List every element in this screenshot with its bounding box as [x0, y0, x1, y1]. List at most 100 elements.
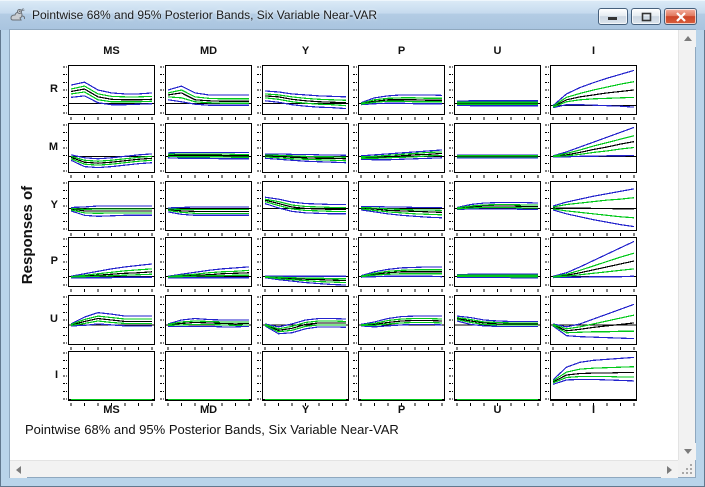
- scroll-down-button[interactable]: [679, 443, 696, 460]
- series-p68_hi: [264, 154, 347, 158]
- series-p95_hi: [552, 303, 635, 328]
- series-p68_lo: [456, 318, 538, 326]
- horizontal-scrollbar[interactable]: [10, 460, 678, 478]
- close-button[interactable]: [664, 8, 697, 25]
- irf-cell-U-I: [545, 295, 637, 350]
- series-p68_hi: [264, 276, 346, 280]
- series-p95_hi: [167, 85, 249, 96]
- series-p95_hi: [167, 206, 249, 209]
- close-icon: [675, 11, 686, 22]
- series-median: [264, 322, 346, 331]
- series-p95_lo: [264, 277, 347, 286]
- series-p68_lo: [552, 146, 635, 158]
- scroll-up-icon: [683, 36, 692, 41]
- series-p95_lo: [70, 95, 153, 106]
- series-p68_lo: [264, 324, 346, 333]
- series-p68_hi: [360, 206, 443, 212]
- series-p68_hi: [70, 155, 153, 162]
- scroll-left-icon: [16, 465, 21, 474]
- irf-cell-U-P: [353, 295, 445, 350]
- series-median: [70, 156, 153, 164]
- series-p95_hi: [361, 205, 442, 209]
- irf-cell-Y-Y: [257, 181, 349, 236]
- row-label-R: R: [50, 83, 58, 95]
- series-p68_lo: [70, 158, 153, 166]
- irf-cell-I-I: [545, 351, 637, 406]
- irf-cell-I-MS: [63, 351, 155, 406]
- series-p95_hi: [265, 153, 347, 156]
- window-client-area: Responses of MS MS MD MD Y Y P P U U I I R M Y P U I Poin…: [10, 30, 696, 478]
- scroll-right-button[interactable]: [661, 461, 678, 478]
- series-p95_lo: [552, 378, 635, 385]
- series-median: [264, 199, 346, 211]
- series-p95_lo: [552, 275, 635, 279]
- series-median: [456, 317, 538, 325]
- series-p95_hi: [552, 356, 635, 381]
- series-p95_lo: [360, 157, 443, 161]
- row-label-U: U: [50, 313, 58, 325]
- irf-cell-I-U: [449, 351, 541, 406]
- series-p95_lo: [552, 104, 635, 109]
- series-median: [360, 207, 443, 213]
- series-p68_lo: [167, 323, 250, 326]
- irf-cell-M-I: [545, 123, 637, 178]
- irf-cell-P-P: [353, 237, 445, 292]
- resize-grip[interactable]: [678, 460, 695, 477]
- irf-cell-R-MD: [160, 65, 252, 120]
- column-footer-MS: MS: [103, 404, 120, 416]
- irf-cell-Y-MS: [63, 181, 155, 236]
- series-median: [360, 99, 442, 105]
- series-p95_lo: [360, 209, 443, 219]
- series-p68_lo: [167, 209, 249, 214]
- irf-cell-U-Y: [257, 295, 349, 350]
- series-p95_lo: [264, 157, 347, 164]
- series-p95_hi: [456, 201, 539, 209]
- series-p95_lo: [360, 323, 443, 328]
- series-median: [552, 141, 635, 157]
- title-bar[interactable]: Pointwise 68% and 95% Posterior Bands, S…: [0, 0, 705, 30]
- series-p68_lo: [264, 97, 347, 107]
- series-median: [552, 260, 635, 278]
- series-p95_lo: [70, 159, 153, 169]
- series-p68_hi: [360, 317, 443, 326]
- series-p95_hi: [70, 205, 152, 209]
- irf-cell-M-MS: [63, 123, 155, 178]
- series-p68_hi: [552, 81, 635, 107]
- series-p68_hi: [264, 198, 346, 209]
- series-p95_hi: [456, 315, 538, 323]
- scroll-up-button[interactable]: [679, 30, 696, 47]
- series-p68_lo: [167, 274, 249, 278]
- irf-cell-Y-MD: [160, 181, 252, 236]
- series-median: [167, 208, 249, 212]
- series-p95_hi: [70, 263, 153, 277]
- series-p68_hi: [167, 320, 249, 326]
- maximize-button[interactable]: [631, 8, 661, 25]
- series-p95_lo: [552, 325, 635, 340]
- series-p68_lo: [361, 321, 443, 326]
- vertical-scrollbar[interactable]: [678, 30, 696, 460]
- rats-app-icon: [10, 7, 26, 20]
- series-p68_lo: [360, 100, 442, 105]
- series-p68_lo: [70, 273, 153, 278]
- irf-cell-M-MD: [160, 123, 252, 178]
- series-p95_hi: [264, 90, 347, 98]
- series-median: [70, 88, 153, 101]
- scroll-left-button[interactable]: [10, 461, 27, 478]
- irf-cell-Y-I: [545, 181, 637, 236]
- irf-cell-P-MS: [63, 237, 155, 292]
- minimize-button[interactable]: [598, 8, 628, 25]
- series-median: [167, 321, 250, 326]
- irf-cell-U-MD: [160, 295, 252, 350]
- series-p68_hi: [552, 197, 635, 208]
- series-median: [70, 208, 152, 212]
- minimize-icon: [608, 17, 617, 20]
- series-p95_lo: [264, 202, 346, 215]
- irf-cell-M-P: [353, 123, 445, 178]
- series-p95_hi: [167, 266, 250, 277]
- scroll-right-icon: [667, 465, 672, 474]
- irf-cell-P-U: [449, 237, 541, 292]
- irf-cell-Y-P: [353, 181, 445, 236]
- column-footer-Y: Y: [301, 404, 310, 416]
- series-p68_lo: [264, 156, 347, 162]
- series-p95_lo: [360, 275, 443, 278]
